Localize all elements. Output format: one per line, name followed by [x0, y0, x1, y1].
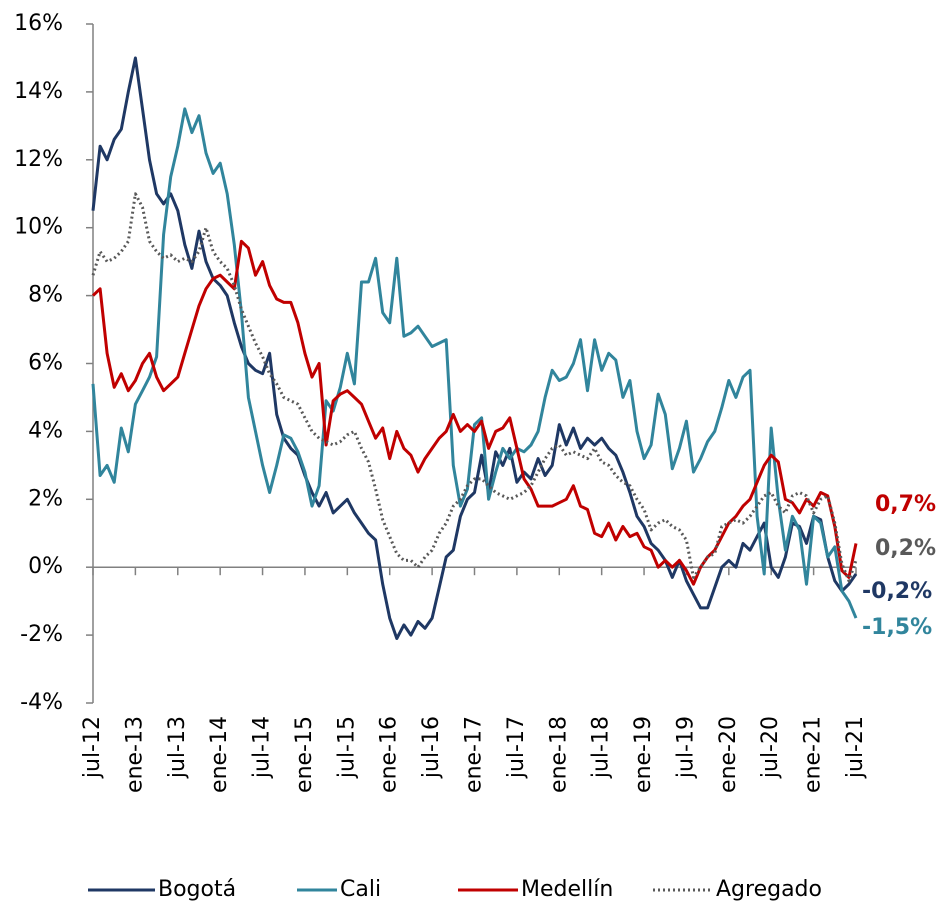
- x-tick-label: jul-14: [250, 716, 275, 779]
- x-tick-label: ene-16: [377, 716, 402, 793]
- x-tick-label: jul-18: [589, 716, 614, 779]
- x-tick-label: ene-13: [122, 716, 147, 793]
- series-line: [91, 239, 858, 586]
- x-tick-label: ene-17: [462, 716, 487, 793]
- legend-label: Bogotá: [158, 877, 236, 902]
- x-tick-label: ene-14: [207, 716, 232, 793]
- x-tick-label: ene-19: [631, 716, 656, 793]
- y-tick-label: 10%: [14, 215, 63, 240]
- y-tick-label: 12%: [14, 147, 63, 172]
- y-tick-label: 16%: [14, 11, 63, 36]
- y-tick-label: 0%: [28, 554, 63, 579]
- x-tick-label: jul-21: [843, 716, 868, 779]
- end-label: 0,7%: [875, 492, 936, 517]
- series-line: [91, 56, 858, 640]
- y-tick-label: -4%: [20, 690, 63, 715]
- series-line: [91, 107, 858, 619]
- y-tick-label: 4%: [28, 418, 63, 443]
- y-tick-label: 6%: [28, 351, 63, 376]
- x-tick-label: ene-21: [801, 716, 826, 793]
- legend-label: Cali: [340, 877, 381, 902]
- x-tick-label: jul-20: [758, 716, 783, 779]
- x-tick-label: jul-17: [504, 716, 529, 779]
- x-tick-label: jul-12: [80, 716, 105, 779]
- series-line: [91, 192, 858, 583]
- x-tick-label: ene-15: [292, 716, 317, 793]
- y-tick-label: 2%: [28, 486, 63, 511]
- legend-label: Medellín: [521, 877, 613, 902]
- y-tick-label: -2%: [20, 622, 63, 647]
- y-tick-label: 14%: [14, 79, 63, 104]
- end-label: -1,5%: [862, 615, 932, 640]
- end-label: -0,2%: [862, 579, 932, 604]
- legend-label: Agregado: [716, 877, 822, 902]
- x-tick-label: jul-16: [419, 716, 444, 779]
- x-tick-label: jul-13: [165, 716, 190, 779]
- y-tick-label: 8%: [28, 283, 63, 308]
- x-tick-label: jul-19: [673, 716, 698, 779]
- end-label: 0,2%: [875, 536, 936, 561]
- x-tick-label: ene-20: [716, 716, 741, 793]
- x-tick-label: ene-18: [546, 716, 571, 793]
- x-tick-label: jul-15: [334, 716, 359, 779]
